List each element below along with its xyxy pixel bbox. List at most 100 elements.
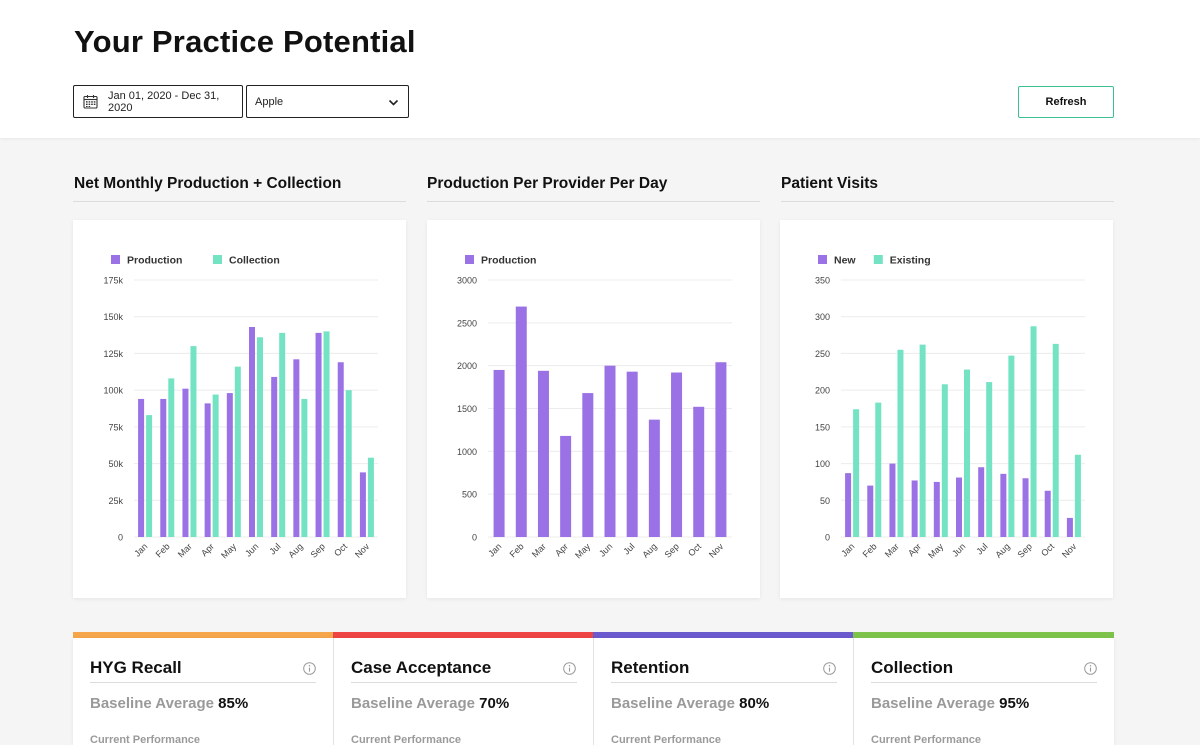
x-tick-label: Feb xyxy=(154,541,172,559)
bar-production-oct[interactable] xyxy=(693,406,705,537)
kpi-baseline: Baseline Average 85% xyxy=(90,695,248,712)
bar-production-may[interactable] xyxy=(226,393,233,537)
bar-production-aug[interactable] xyxy=(293,359,300,537)
bar-existing-nov[interactable] xyxy=(1074,454,1081,537)
bar-new-oct[interactable] xyxy=(1044,490,1051,537)
bar-existing-aug[interactable] xyxy=(1008,355,1015,537)
bar-collection-jan[interactable] xyxy=(146,415,153,537)
bar-existing-mar[interactable] xyxy=(897,349,904,537)
kpi-baseline-label: Baseline Average xyxy=(351,695,475,712)
bar-collection-jul[interactable] xyxy=(279,332,286,537)
bar-new-apr[interactable] xyxy=(911,480,918,537)
kpi-card-collection: Collection Baseline Average 95% Current … xyxy=(853,638,1114,745)
bar-production-mar[interactable] xyxy=(182,388,189,537)
refresh-button[interactable]: Refresh xyxy=(1018,86,1114,118)
bar-existing-may[interactable] xyxy=(941,384,948,537)
bar-existing-jun[interactable] xyxy=(964,369,970,537)
chart-card-production-collection: Production Collection 0 25k 50k 75k 100k 125k 15… xyxy=(73,220,406,598)
info-icon[interactable] xyxy=(823,662,836,675)
info-icon[interactable] xyxy=(303,662,316,675)
x-tick-label: Aug xyxy=(286,541,304,559)
bar-production-sep[interactable] xyxy=(315,332,322,537)
divider xyxy=(781,201,1114,202)
bar-production-sep[interactable] xyxy=(671,372,683,537)
x-tick-label: Nov xyxy=(707,541,726,560)
bar-new-aug[interactable] xyxy=(1000,473,1007,537)
x-tick-label: Jul xyxy=(267,541,282,556)
bar-new-feb[interactable] xyxy=(867,485,874,537)
x-tick-label: Jan xyxy=(839,541,856,558)
bar-production-mar[interactable] xyxy=(537,370,549,537)
bar-collection-nov[interactable] xyxy=(367,457,374,537)
bar-production-apr[interactable] xyxy=(204,403,211,537)
bar-new-sep[interactable] xyxy=(1022,478,1029,537)
y-tick-label: 350 xyxy=(815,276,830,286)
bar-new-jul[interactable] xyxy=(978,467,985,537)
bar-existing-sep[interactable] xyxy=(1030,326,1037,537)
bar-new-nov[interactable] xyxy=(1066,517,1073,537)
kpi-baseline-label: Baseline Average xyxy=(90,695,214,712)
bar-production-jun[interactable] xyxy=(604,365,616,537)
y-tick-label: 3000 xyxy=(457,276,477,286)
bar-production-nov[interactable] xyxy=(715,362,727,537)
bar-production-jan[interactable] xyxy=(138,398,145,537)
chart-card-visits: New Existing 0 50 100 150 200 250 300 350 Jan Feb Ma… xyxy=(780,220,1113,598)
bar-production-nov[interactable] xyxy=(359,472,366,537)
bar-production-feb[interactable] xyxy=(515,306,527,537)
y-tick-label: 50 xyxy=(820,496,830,506)
practice-select[interactable]: Apple xyxy=(246,85,409,118)
bar-existing-jul[interactable] xyxy=(986,382,993,537)
kpi-baseline: Baseline Average 95% xyxy=(871,695,1029,712)
kpi-title: Case Acceptance xyxy=(351,658,492,677)
bar-production-feb[interactable] xyxy=(160,398,167,537)
bar-existing-jan[interactable] xyxy=(853,409,860,537)
bar-production-apr[interactable] xyxy=(560,435,572,537)
bar-collection-sep[interactable] xyxy=(323,331,330,537)
bar-collection-oct[interactable] xyxy=(345,390,352,537)
bar-existing-oct[interactable] xyxy=(1052,343,1059,537)
legend-label: Production xyxy=(127,255,182,267)
bar-production-may[interactable] xyxy=(582,393,594,537)
bar-new-jan[interactable] xyxy=(845,473,852,537)
date-range-picker[interactable]: Jan 01, 2020 - Dec 31, 2020 xyxy=(73,85,243,118)
bar-collection-jun[interactable] xyxy=(257,337,263,537)
chart-title-production-collection: Net Monthly Production + Collection xyxy=(74,175,342,192)
bar-collection-aug[interactable] xyxy=(301,398,308,537)
bar-new-mar[interactable] xyxy=(889,463,896,537)
kpi-baseline-value: 85% xyxy=(218,695,249,712)
info-icon[interactable] xyxy=(1084,662,1097,675)
chart-title-visits: Patient Visits xyxy=(781,175,879,192)
bar-new-may[interactable] xyxy=(933,481,940,537)
y-tick-label: 300 xyxy=(815,312,830,322)
y-tick-label: 250 xyxy=(815,349,830,359)
bar-collection-apr[interactable] xyxy=(212,394,219,537)
info-icon[interactable] xyxy=(563,662,576,675)
y-tick-label: 100k xyxy=(103,386,123,396)
kpi-card-case-acceptance: Case Acceptance Baseline Average 70% Cur… xyxy=(333,638,593,745)
kpi-title: Retention xyxy=(611,658,690,677)
bar-production-aug[interactable] xyxy=(648,419,660,537)
chart-card-provider: Production 0 500 1000 1500 2000 2500 3000 Jan Feb… xyxy=(427,220,760,598)
bar-production-jan[interactable] xyxy=(493,369,505,537)
bar-production-jul[interactable] xyxy=(626,371,638,537)
x-tick-label: May xyxy=(573,541,592,560)
kpi-baseline-label: Baseline Average xyxy=(611,695,735,712)
y-tick-label: 1000 xyxy=(457,447,477,457)
bar-new-jun[interactable] xyxy=(956,477,962,537)
bar-collection-may[interactable] xyxy=(234,366,241,537)
bar-production-oct[interactable] xyxy=(337,362,344,537)
y-tick-label: 75k xyxy=(108,422,123,432)
legend-label: Existing xyxy=(890,255,931,267)
bar-production-jun[interactable] xyxy=(249,326,255,537)
kpi-panel: HYG Recall Baseline Average 85% Current … xyxy=(73,638,1114,745)
x-tick-label: Oct xyxy=(332,541,349,558)
y-tick-label: 500 xyxy=(462,490,477,500)
bar-production-jul[interactable] xyxy=(271,376,278,537)
bar-collection-mar[interactable] xyxy=(190,346,197,537)
divider xyxy=(611,682,837,683)
provider-production-chart: Production 0 500 1000 1500 2000 2500 3000 Jan Feb… xyxy=(457,255,732,560)
bar-existing-feb[interactable] xyxy=(875,402,882,537)
bar-existing-apr[interactable] xyxy=(919,344,926,537)
bar-collection-feb[interactable] xyxy=(168,378,175,537)
legend-swatch xyxy=(818,255,827,264)
